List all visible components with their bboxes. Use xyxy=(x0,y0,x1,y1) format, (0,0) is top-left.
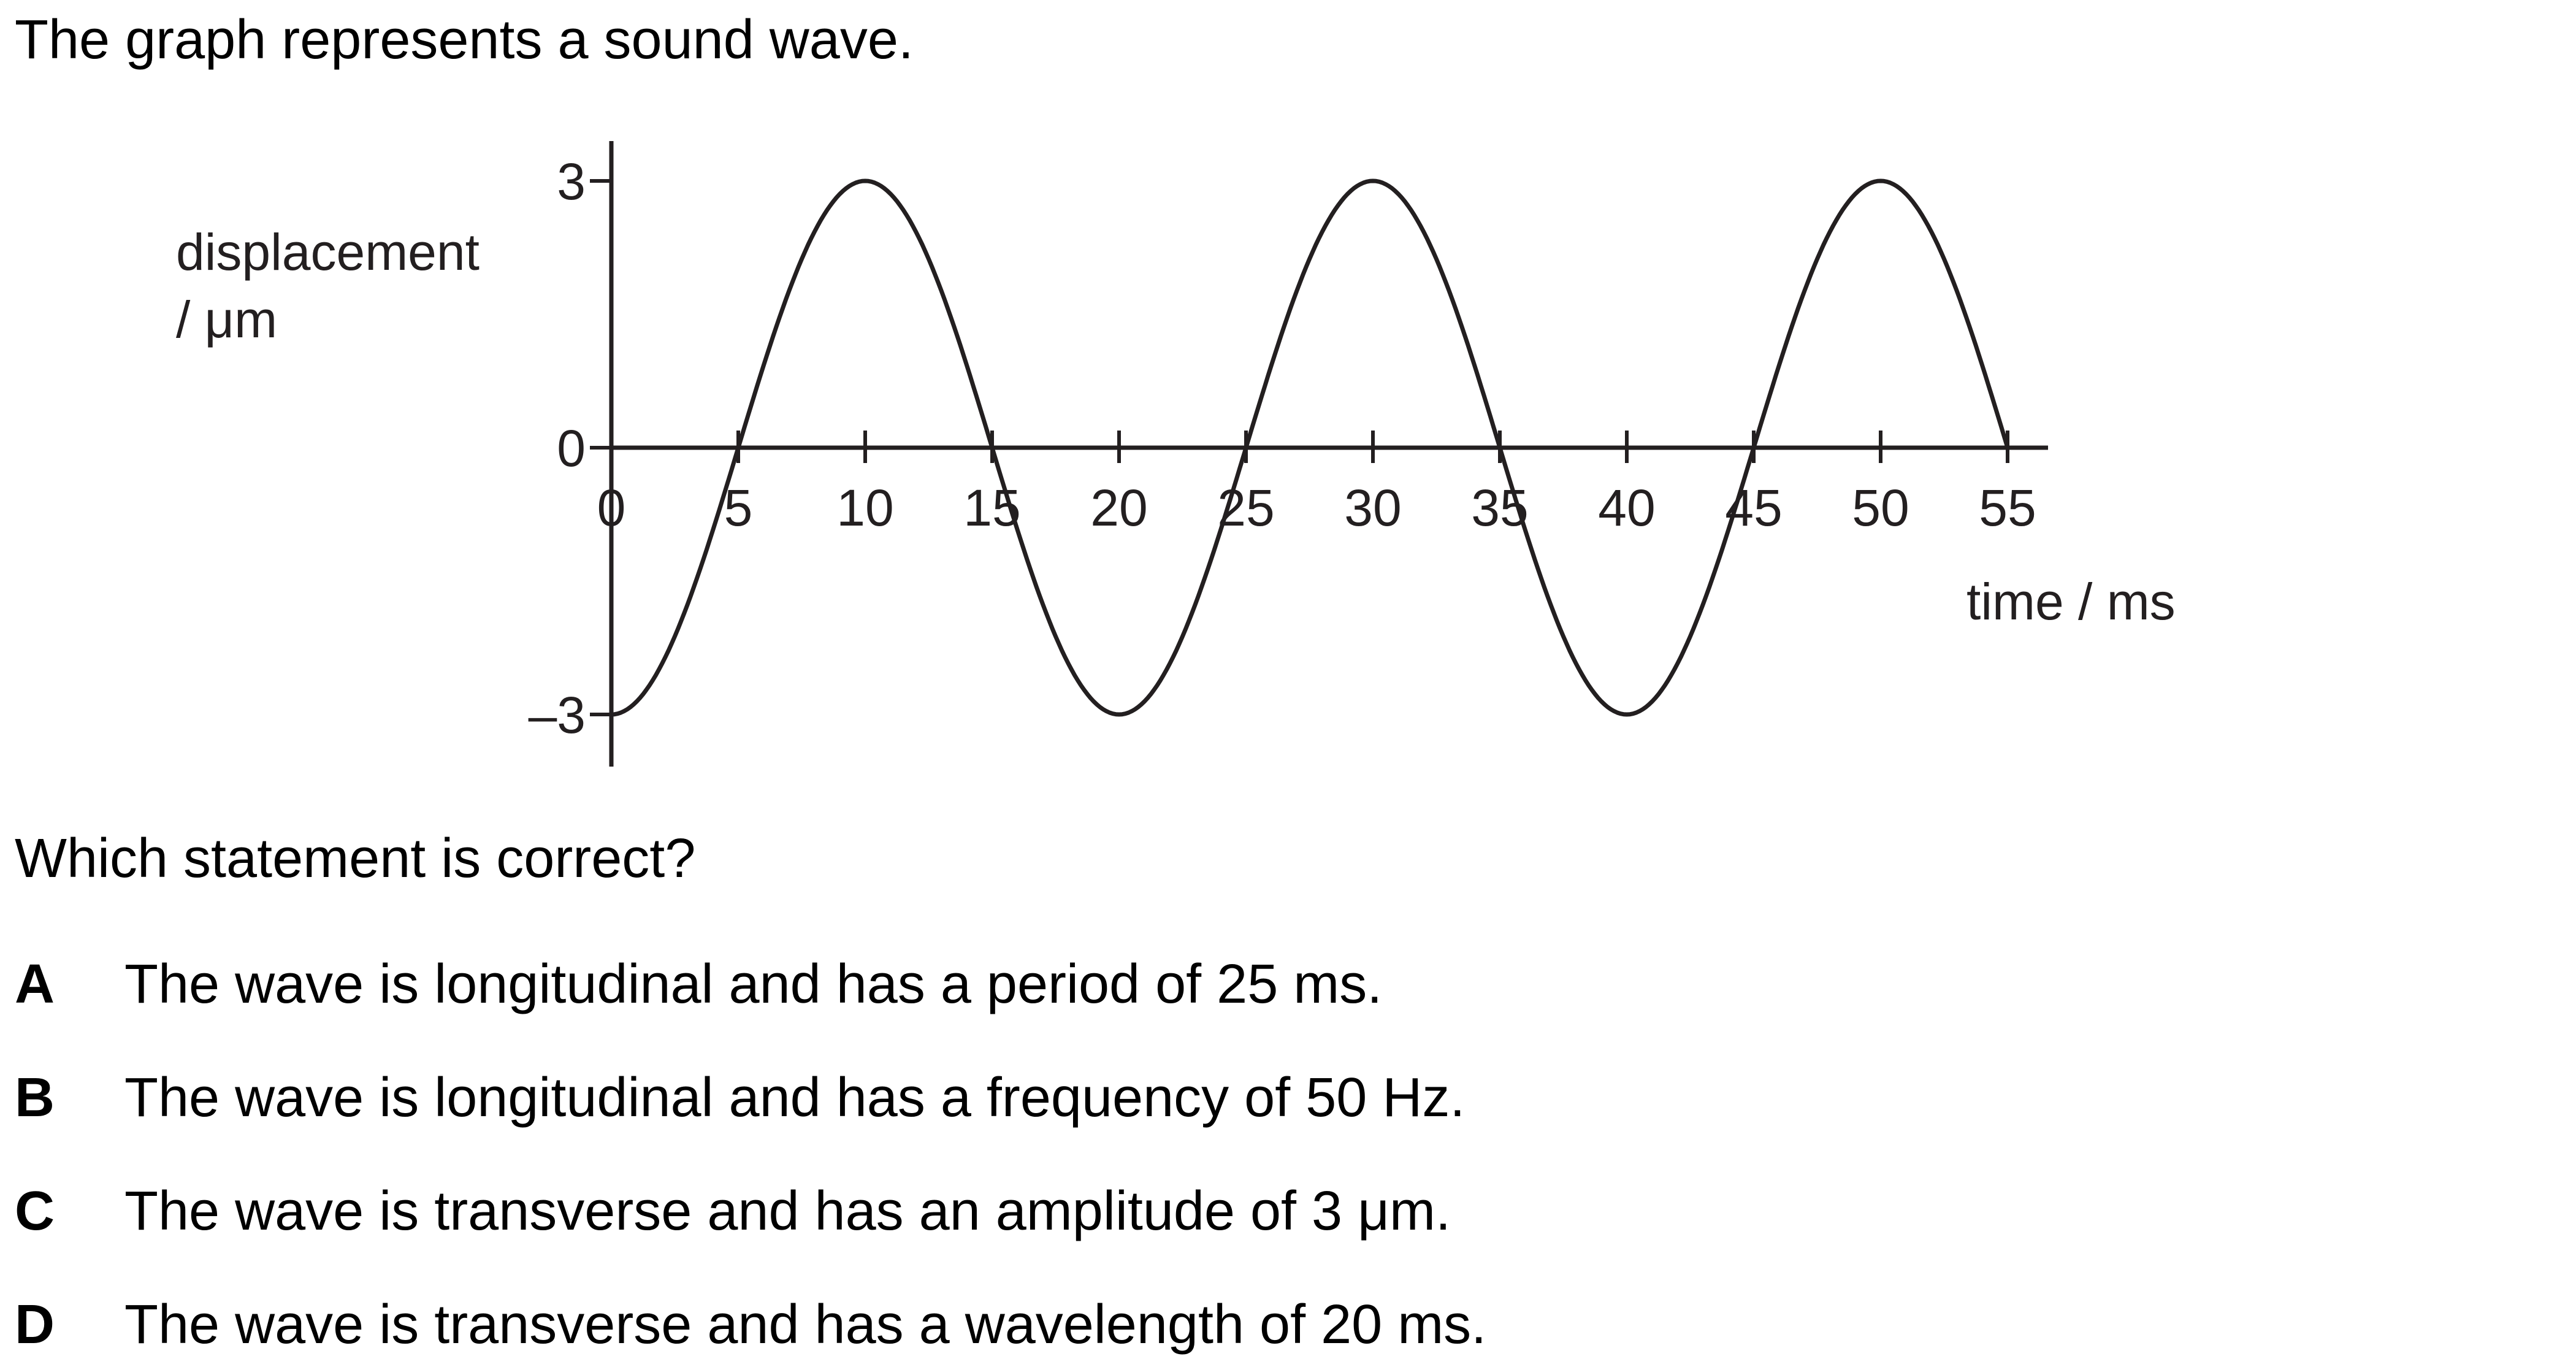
x-tick-label: 10 xyxy=(836,479,893,537)
x-tick-label: 40 xyxy=(1598,479,1655,537)
x-tick-label: 50 xyxy=(1852,479,1909,537)
option-c-text[interactable]: The wave is transverse and has an amplit… xyxy=(124,1181,1451,1242)
x-tick-label: 30 xyxy=(1344,479,1401,537)
x-tick-label: 20 xyxy=(1090,479,1147,537)
x-tick-label: 55 xyxy=(1979,479,2036,537)
y-tick-label: 0 xyxy=(557,419,586,477)
y-tick-label: 3 xyxy=(557,153,586,210)
option-b-text[interactable]: The wave is longitudinal and has a frequ… xyxy=(124,1067,1466,1128)
option-d-letter[interactable]: D xyxy=(15,1294,55,1355)
x-tick-label: 5 xyxy=(724,479,753,537)
option-d-text[interactable]: The wave is transverse and has a wavelen… xyxy=(124,1294,1487,1355)
x-tick-label: 0 xyxy=(597,479,626,537)
question-text: Which statement is correct? xyxy=(15,828,696,889)
option-b-letter[interactable]: B xyxy=(15,1067,55,1128)
sound-wave-line xyxy=(611,178,2010,717)
y-axis-label-line1: displacement xyxy=(176,223,480,281)
x-axis-label: time / ms xyxy=(1966,573,2176,630)
option-a-letter[interactable]: A xyxy=(15,954,55,1015)
y-tick-label: –3 xyxy=(529,686,586,744)
intro-text: The graph represents a sound wave. xyxy=(15,9,914,71)
y-axis-label-line2: / μm xyxy=(176,291,277,348)
chart-axes xyxy=(609,141,2048,767)
option-a-text[interactable]: The wave is longitudinal and has a perio… xyxy=(124,954,1383,1015)
option-c-letter[interactable]: C xyxy=(15,1181,55,1242)
chart-series xyxy=(611,178,2010,717)
